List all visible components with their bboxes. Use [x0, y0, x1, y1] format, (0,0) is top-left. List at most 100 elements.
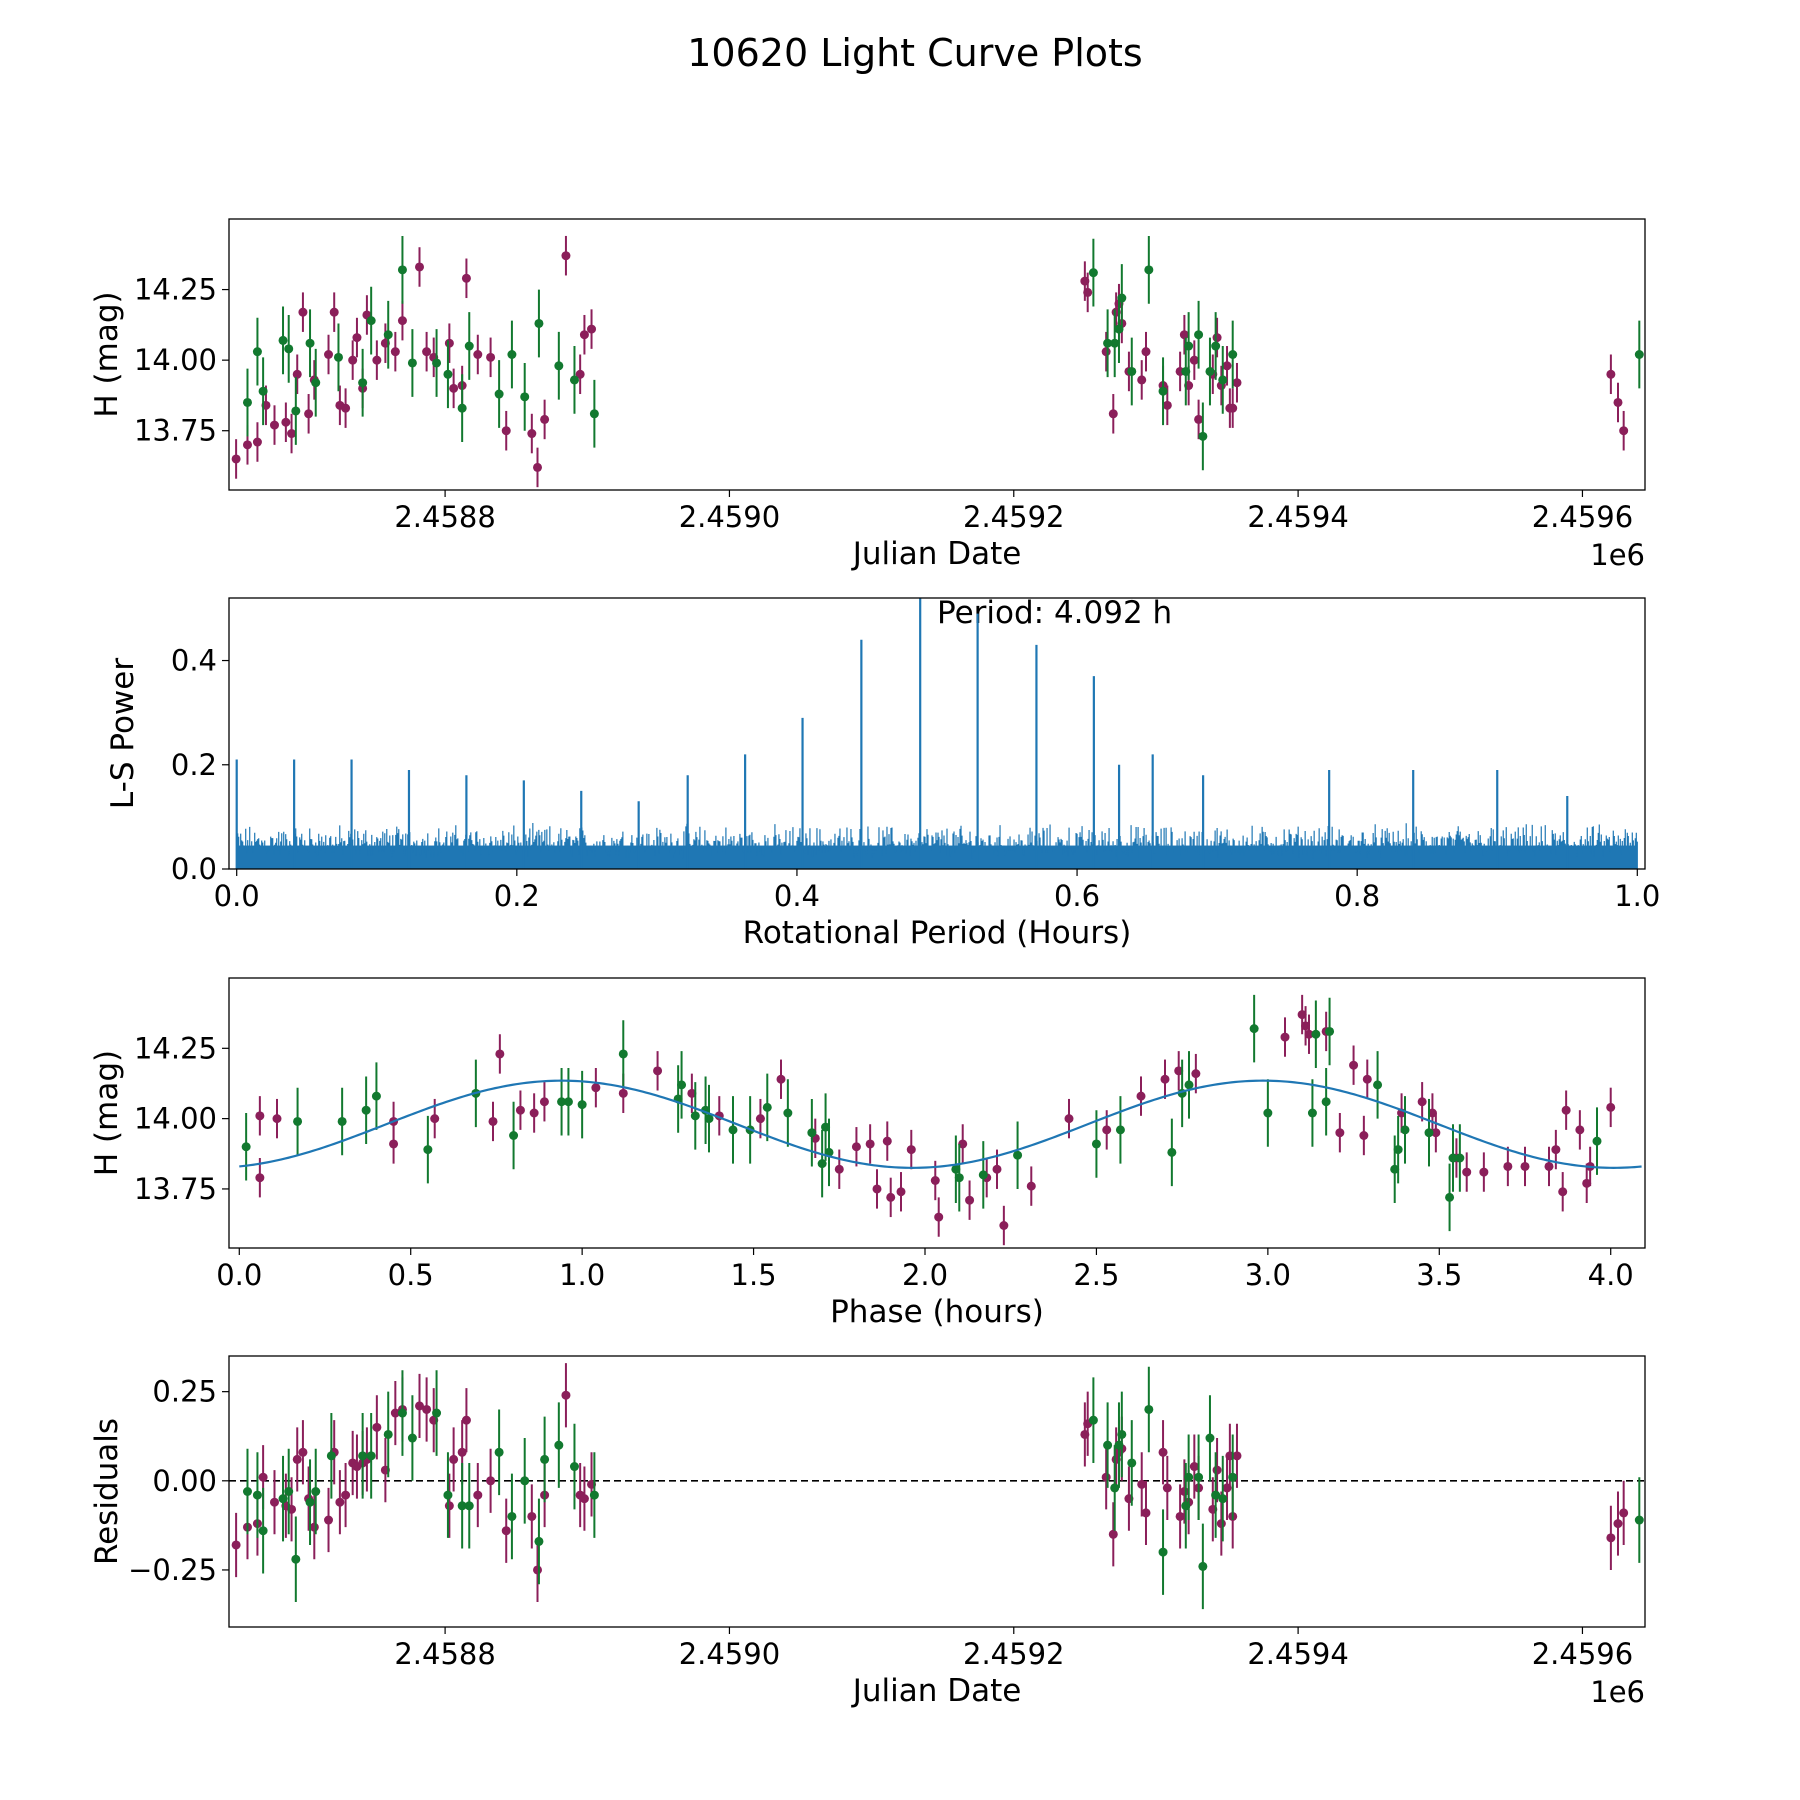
axes-frame: [228, 218, 1646, 491]
purple-point: [390, 1408, 400, 1418]
green-point: [305, 1497, 315, 1507]
x-tick-label: 2.4596: [1532, 500, 1633, 534]
green-point: [534, 318, 544, 328]
purple-point: [390, 347, 400, 357]
purple-point: [1101, 1472, 1111, 1482]
green-point: [509, 1131, 519, 1140]
axes-frame: [228, 977, 1646, 1249]
data-layer: [231, 1363, 1644, 1610]
green-point: [241, 1142, 251, 1152]
green-point: [293, 1116, 303, 1126]
purple-point: [1606, 1533, 1616, 1543]
purple-point: [1174, 1066, 1184, 1076]
green-point: [540, 1454, 550, 1464]
green-point: [457, 1501, 467, 1511]
purple-point: [1619, 426, 1629, 436]
green-point: [677, 1080, 687, 1090]
green-point: [1144, 1404, 1154, 1414]
green-point: [278, 1494, 288, 1504]
green-point: [311, 1487, 321, 1496]
green-point: [397, 1408, 407, 1418]
green-point: [951, 1164, 961, 1174]
x-tick-label: 0.0: [216, 1258, 262, 1292]
green-point: [358, 378, 368, 388]
green-point: [258, 386, 268, 396]
x-axis-label: Phase (hours): [830, 1294, 1044, 1330]
purple-point: [473, 1490, 483, 1500]
purple-point: [687, 1088, 697, 1098]
x-tick-label: 2.4596: [1532, 1637, 1633, 1671]
data-layer: [231, 235, 1644, 488]
green-point: [1194, 330, 1204, 340]
green-point: [1228, 350, 1238, 359]
green-point: [1110, 338, 1120, 348]
purple-point: [1179, 1487, 1189, 1496]
green-point: [1184, 1472, 1194, 1482]
purple-point: [272, 1114, 282, 1124]
x-tick-label: 0.4: [774, 879, 820, 913]
green-point: [1325, 1026, 1335, 1036]
x-tick-label: 2.4590: [679, 1637, 780, 1671]
green-point: [1088, 1415, 1098, 1425]
purple-point: [882, 1136, 892, 1146]
purple-point: [1582, 1178, 1592, 1188]
purple-point: [1359, 1131, 1369, 1140]
purple-point: [292, 369, 302, 379]
purple-point: [930, 1176, 940, 1185]
green-point: [1198, 1561, 1208, 1571]
green-point: [1390, 1164, 1400, 1174]
purple-point: [324, 1515, 334, 1525]
green-point: [371, 1091, 381, 1101]
x-offset-label: 1e6: [1590, 1675, 1645, 1709]
purple-point: [1083, 287, 1093, 297]
purple-point: [1613, 1519, 1623, 1529]
purple-point: [561, 1390, 571, 1400]
x-tick-label: 3.5: [1416, 1258, 1462, 1292]
purple-point: [1026, 1181, 1036, 1191]
purple-point: [1108, 1529, 1118, 1539]
green-point: [457, 403, 467, 413]
purple-point: [1141, 1508, 1151, 1518]
purple-point: [1216, 1519, 1226, 1529]
purple-point: [287, 429, 297, 439]
purple-point: [501, 426, 511, 436]
purple-point: [1431, 1128, 1441, 1138]
y-tick-label: 14.00: [134, 343, 217, 377]
green-point: [1091, 1139, 1101, 1149]
green-point: [821, 1122, 831, 1132]
axes-frame: [228, 597, 1646, 870]
y-axis-label: H (mag): [89, 1050, 125, 1176]
green-point: [1198, 431, 1208, 441]
green-point: [1144, 265, 1154, 275]
purple-point: [1189, 1462, 1199, 1472]
figure-title: 10620 Light Curve Plots: [687, 31, 1142, 75]
x-tick-label: 1.0: [1614, 879, 1660, 913]
purple-point: [444, 338, 454, 348]
purple-point: [755, 1114, 765, 1124]
y-tick-label: 0.00: [152, 1464, 217, 1498]
purple-point: [372, 355, 382, 365]
purple-point: [872, 1184, 882, 1194]
purple-point: [1551, 1145, 1561, 1155]
y-tick-label: 0.2: [171, 748, 217, 782]
green-point: [954, 1173, 964, 1183]
purple-point: [1606, 1102, 1616, 1112]
purple-point: [461, 1415, 471, 1425]
green-point: [366, 1451, 376, 1461]
purple-point: [1179, 330, 1189, 340]
green-point: [1127, 366, 1137, 376]
green-point: [464, 1501, 474, 1511]
purple-point: [1503, 1161, 1513, 1171]
purple-point: [1162, 1483, 1172, 1493]
purple-point: [527, 429, 537, 439]
x-tick-label: 2.4592: [963, 1637, 1064, 1671]
green-point: [520, 392, 530, 402]
green-point: [1424, 1128, 1434, 1138]
green-point: [383, 1429, 393, 1439]
green-point: [569, 375, 579, 385]
green-point: [252, 347, 262, 357]
period-annotation: Period: 4.092 h: [937, 595, 1172, 631]
green-point: [1103, 338, 1113, 348]
purple-point: [906, 1145, 916, 1155]
green-point: [507, 1511, 517, 1521]
